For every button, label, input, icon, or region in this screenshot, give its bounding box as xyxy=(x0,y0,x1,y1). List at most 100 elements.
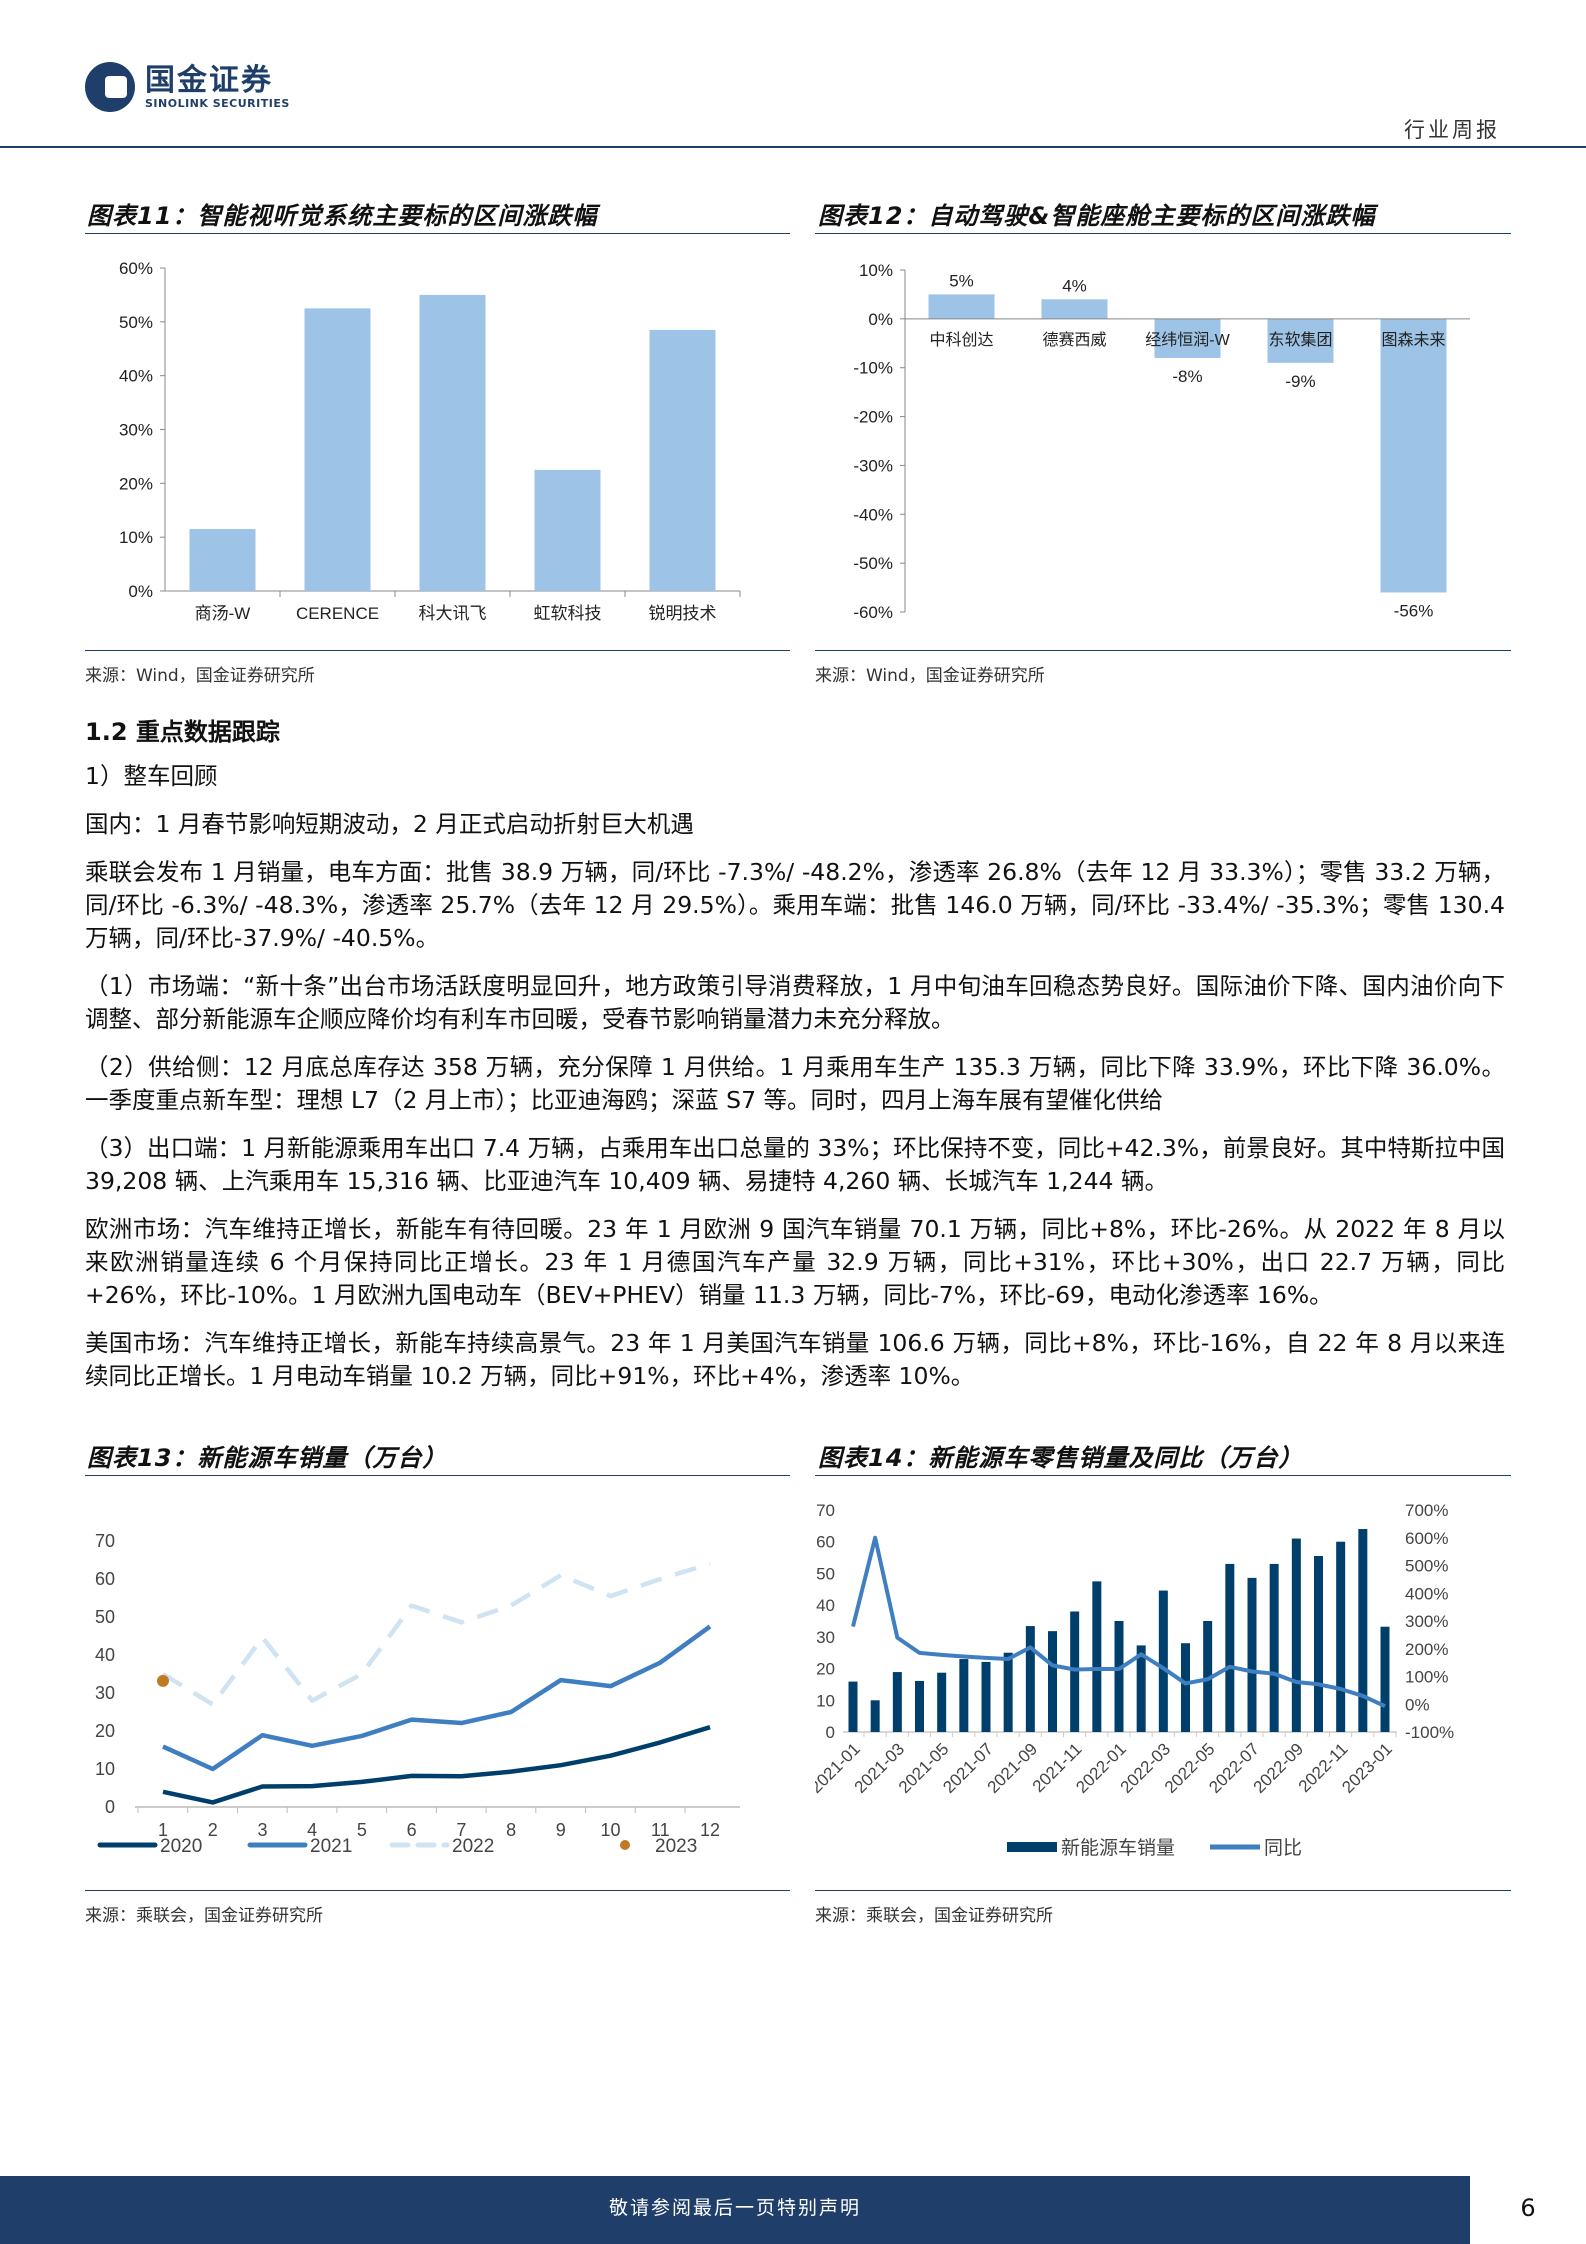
bar xyxy=(1336,1541,1346,1732)
x-tick-label: 商汤-W xyxy=(195,604,251,623)
x-tick-label: 12 xyxy=(700,1820,720,1840)
data-label: -56% xyxy=(1394,601,1434,620)
legend-marker xyxy=(620,1840,630,1850)
logo-cn: 国金证券 xyxy=(145,62,273,98)
x-tick-label: 锐明技术 xyxy=(649,604,717,623)
yoy-line xyxy=(851,1535,1386,1709)
bar xyxy=(1041,299,1108,319)
x-tick-label: 经纬恒润-W xyxy=(1145,331,1230,349)
x-tick-label: 2023-01 xyxy=(1338,1739,1396,1797)
chart14-title: 图表14：新能源车零售销量及同比（万台） xyxy=(818,1444,1304,1472)
x-tick-label: 中科创达 xyxy=(929,331,993,349)
y2-tick-label: 600% xyxy=(1405,1529,1448,1548)
section-heading: 1.2 重点数据跟踪 xyxy=(85,718,280,746)
chart12-title: 图表12：自动驾驶&智能座舱主要标的区间涨跌幅 xyxy=(818,202,1376,230)
y-tick-label: 0 xyxy=(105,1797,115,1817)
x-tick-label: 10 xyxy=(601,1820,621,1840)
y-tick-label: 50 xyxy=(95,1607,115,1627)
y-tick-label: 30 xyxy=(95,1683,115,1703)
y2-tick-label: 300% xyxy=(1405,1612,1448,1631)
x-tick-label: 5 xyxy=(357,1820,367,1840)
series-2020-line xyxy=(162,1725,711,1805)
chart13-title-rule xyxy=(85,1475,790,1476)
chart11: 0% 10% 20% 30% 40% 50% 60% 商汤-W CERENCE 科大讯飞 虹软科技 锐… xyxy=(119,259,741,623)
y-tick-label: 60 xyxy=(95,1569,115,1589)
legend-label: 2020 xyxy=(160,1836,202,1857)
page-number: 6 xyxy=(1520,2194,1536,2222)
bar xyxy=(1380,318,1447,593)
bar xyxy=(1181,1643,1190,1732)
y2-tick-label: 500% xyxy=(1405,1557,1448,1576)
chart11-title-rule xyxy=(85,233,790,234)
legend-label: 2021 xyxy=(310,1836,352,1857)
y-tick-label: -30% xyxy=(853,456,893,475)
paragraph: （3）出口端：1 月新能源乘用车出口 7.4 万辆，占乘用车出口总量的 33%；… xyxy=(85,1134,1505,1195)
chart13-source: 来源：乘联会，国金证券研究所 xyxy=(85,1906,323,1926)
bar xyxy=(981,1661,991,1732)
legend-label: 2023 xyxy=(655,1836,697,1857)
y-tick-label: 70 xyxy=(816,1501,835,1520)
x-tick-label: CERENCE xyxy=(296,604,379,623)
x-tick-label: 2 xyxy=(208,1820,218,1840)
chart12-source: 来源：Wind，国金证券研究所 xyxy=(815,666,1045,686)
bar xyxy=(1092,1581,1102,1732)
chart14-title-rule xyxy=(815,1475,1511,1476)
x-tick-label: 2021-09 xyxy=(984,1739,1042,1797)
chart11-source: 来源：Wind，国金证券研究所 xyxy=(85,666,315,686)
y-tick-label: 40 xyxy=(95,1645,115,1665)
x-tick-label: 2022-09 xyxy=(1250,1739,1308,1797)
x-tick-label: 6 xyxy=(407,1820,417,1840)
bar xyxy=(892,1672,902,1732)
y-tick-label: 50% xyxy=(119,313,153,332)
body-text: 1）整车回顾 国内：1 月春节影响短期波动，2 月正式启动折射巨大机遇 乘联会发… xyxy=(85,760,1505,1408)
y-tick-label: 60 xyxy=(816,1533,835,1552)
x-tick-label: 8 xyxy=(506,1820,516,1840)
data-label: -8% xyxy=(1172,367,1202,386)
header-divider xyxy=(0,146,1586,148)
logo-en: SINOLINK SECURITIES xyxy=(145,96,290,110)
y-tick-label: 10% xyxy=(859,261,893,280)
paragraph: 美国市场：汽车维持正增长，新能车持续高景气。23 年 1 月美国汽车销量 106… xyxy=(85,1329,1505,1390)
y-tick-label: 10 xyxy=(816,1691,835,1710)
bar xyxy=(1380,1626,1390,1732)
chart11-bottom-rule xyxy=(85,650,790,651)
paragraph: 欧洲市场：汽车维持正增长，新能车有待回暖。23 年 1 月欧洲 9 国汽车销量 … xyxy=(85,1215,1505,1309)
data-label: 5% xyxy=(949,271,974,290)
series-2022-line xyxy=(161,1561,711,1707)
x-tick-label: 科大讯飞 xyxy=(419,604,487,623)
bar xyxy=(848,1681,858,1732)
chart14-bottom-rule xyxy=(815,1890,1511,1891)
x-tick-label: 4 xyxy=(307,1820,317,1840)
chart12: 10% 0% -10% -20% -30% -40% -50% -60% 5% 中科创达 4% 德赛西… xyxy=(853,261,1470,622)
bar xyxy=(419,294,486,591)
y-tick-label: 0 xyxy=(826,1723,835,1742)
y2-tick-label: 0% xyxy=(1405,1695,1430,1714)
bar xyxy=(928,294,995,319)
y-tick-label: 0% xyxy=(868,310,893,329)
data-label: -9% xyxy=(1285,372,1315,391)
bar xyxy=(959,1659,969,1732)
y-tick-label: 60% xyxy=(119,259,153,278)
data-label: 4% xyxy=(1062,276,1087,295)
y-tick-label: 30% xyxy=(119,421,153,440)
y-tick-label: 40% xyxy=(119,367,153,386)
bar xyxy=(1247,1577,1257,1732)
chart12-title-rule xyxy=(815,233,1511,234)
bar xyxy=(1114,1621,1124,1732)
y2-tick-label: 200% xyxy=(1405,1640,1448,1659)
paragraph: 乘联会发布 1 月销量，电车方面：批售 38.9 万辆，同/环比 -7.3%/ … xyxy=(85,858,1505,952)
x-tick-label: 9 xyxy=(556,1820,566,1840)
bar xyxy=(1003,1652,1013,1732)
chart14-source: 来源：乘联会，国金证券研究所 xyxy=(815,1906,1053,1926)
bar xyxy=(1269,1563,1279,1732)
subsection-heading: 1）整车回顾 xyxy=(85,762,218,790)
y-tick-label: -60% xyxy=(853,603,893,622)
paragraph: （2）供给侧：12 月底总库存达 358 万辆，充分保障 1 月供给。1 月乘用… xyxy=(85,1053,1505,1114)
logo-mark-icon xyxy=(85,62,135,112)
bar xyxy=(1267,318,1334,363)
legend-label: 新能源车销量 xyxy=(1061,1837,1175,1859)
y-tick-label: 10% xyxy=(119,528,153,547)
bar xyxy=(1048,1631,1057,1732)
bar xyxy=(649,329,716,591)
